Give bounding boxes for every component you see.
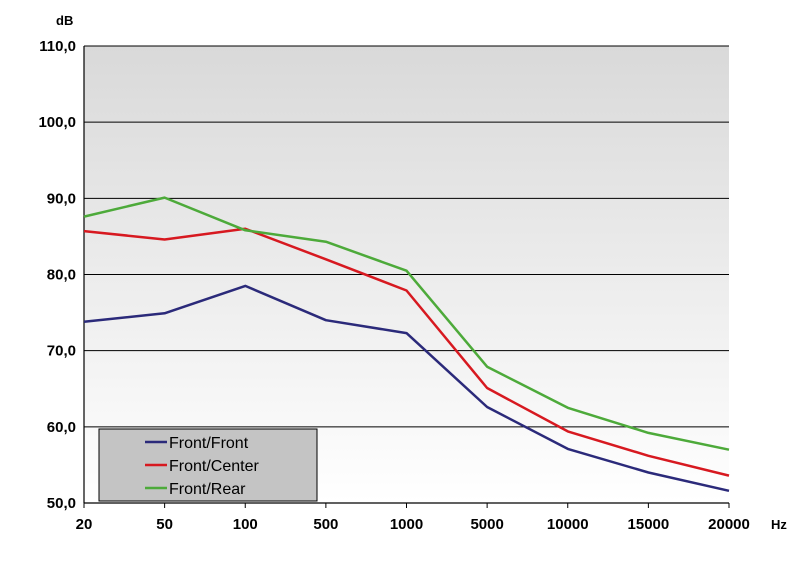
y-tick-label: 80,0 (47, 267, 76, 284)
y-tick-label: 90,0 (47, 190, 76, 207)
y-axis-tick-labels: 50,0 60,0 70,0 80,0 90,0 100,0 110,0 (38, 38, 76, 512)
x-tick-label: 15000 (628, 516, 670, 533)
x-tick-label: 1000 (390, 516, 423, 533)
x-tick-label: 50 (156, 516, 173, 533)
x-tick-label: 500 (313, 516, 338, 533)
y-tick-label: 100,0 (38, 114, 76, 131)
y-axis-unit-label: dB (56, 13, 73, 28)
axes (83, 46, 730, 508)
x-tick-label: 20 (76, 516, 93, 533)
x-tick-label: 100 (233, 516, 258, 533)
series-line (83, 284, 730, 493)
legend: Front/Front Front/Center Front/Rear (98, 428, 318, 502)
x-axis-unit-label: Hz (771, 517, 787, 532)
series-line (83, 227, 730, 477)
series-lines (83, 196, 730, 493)
legend-label: Front/Front (169, 435, 249, 452)
x-tick-label: 10000 (547, 516, 589, 533)
y-tick-label: 70,0 (47, 343, 76, 360)
legend-label: Front/Center (169, 458, 259, 475)
x-tick-label: 20000 (708, 516, 750, 533)
y-tick-label: 110,0 (39, 38, 76, 55)
series-line (83, 196, 730, 451)
legend-box (98, 428, 318, 502)
y-tick-label: 50,0 (47, 495, 76, 512)
x-tick-label: 5000 (470, 516, 503, 533)
legend-label: Front/Rear (169, 481, 246, 498)
x-axis-tick-labels: 20 50 100 500 1000 5000 10000 15000 20000 (76, 516, 750, 533)
y-tick-label: 60,0 (47, 419, 76, 436)
